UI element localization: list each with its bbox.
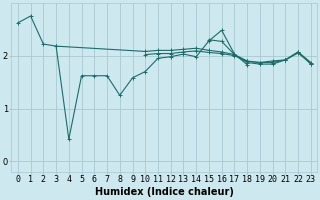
X-axis label: Humidex (Indice chaleur): Humidex (Indice chaleur) <box>95 187 234 197</box>
